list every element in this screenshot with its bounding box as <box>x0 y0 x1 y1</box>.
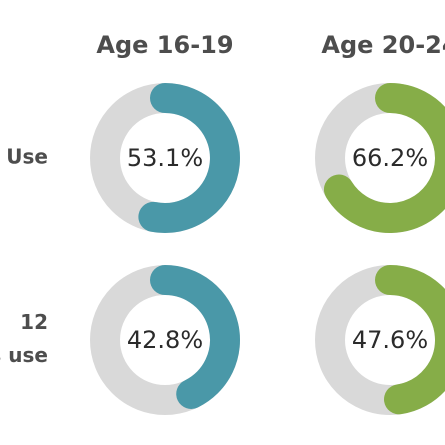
row-label-2-line-2: s use <box>0 343 48 367</box>
donut-value-arc <box>375 265 445 415</box>
row-label-2-line-1: 12 <box>20 310 48 334</box>
donut-value-arc <box>323 83 445 233</box>
column-header-1: Age 16-19 <box>96 31 233 59</box>
donut-value-label: 42.8% <box>127 326 203 354</box>
donut-value-arc <box>150 265 240 409</box>
donut-value-label: 47.6% <box>352 326 428 354</box>
column-header-2: Age 20-24 <box>321 31 445 59</box>
donut-value-arc <box>138 83 240 233</box>
column-headers: Age 16-19 Age 20-24 <box>96 31 445 59</box>
donut-value-label: 53.1% <box>127 144 203 172</box>
donut-value-label: 66.2% <box>352 144 428 172</box>
donut-r2-c1: 42.8% <box>90 265 240 415</box>
donut-r1-c1: 53.1% <box>90 83 240 233</box>
row-labels: e Use 12 s use <box>0 145 48 368</box>
donut-r1-c2: 66.2% <box>315 83 445 233</box>
donut-r2-c2: 47.6% <box>315 265 445 415</box>
donut-grid: 53.1% 66.2% 42.8% 47.6% <box>90 83 445 415</box>
row-label-1-line-1: e Use <box>0 145 48 169</box>
